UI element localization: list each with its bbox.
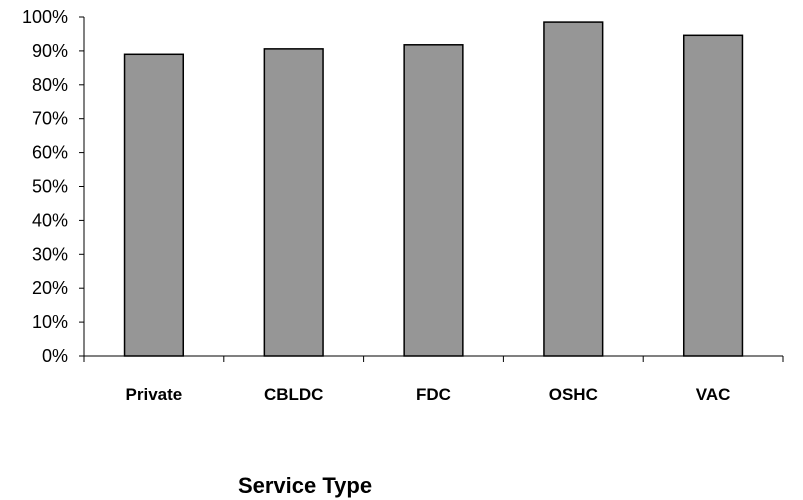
bar-fdc — [403, 44, 464, 357]
category-label: VAC — [696, 385, 731, 404]
x-axis-title: Service Type — [238, 473, 372, 498]
category-label: OSHC — [549, 385, 598, 404]
y-tick-label: 90% — [32, 41, 68, 61]
y-tick-label: 100% — [22, 7, 68, 27]
y-tick-label: 80% — [32, 75, 68, 95]
bar-private — [123, 53, 185, 357]
bar-cbldc — [263, 48, 324, 357]
bar-oshc — [543, 21, 604, 357]
y-tick-label: 10% — [32, 312, 68, 332]
y-tick-label: 70% — [32, 109, 68, 129]
bar-vac — [682, 34, 744, 357]
y-tick-label: 30% — [32, 244, 68, 264]
category-label: FDC — [416, 385, 451, 404]
y-tick-label: 20% — [32, 278, 68, 298]
bars — [123, 21, 744, 357]
x-axis-ticks — [83, 356, 784, 362]
category-label: Private — [126, 385, 183, 404]
y-tick-label: 60% — [32, 143, 68, 163]
category-label: CBLDC — [264, 385, 324, 404]
category-labels: Private CBLDC FDC OSHC VAC — [126, 385, 731, 404]
y-tick-label: 40% — [32, 210, 68, 230]
y-tick-label: 0% — [42, 346, 68, 366]
y-tick-label: 50% — [32, 177, 68, 197]
y-axis-ticks: 0% 10% 20% 30% 40% 50% 60% 70% 80% 90% 100% — [22, 7, 84, 366]
